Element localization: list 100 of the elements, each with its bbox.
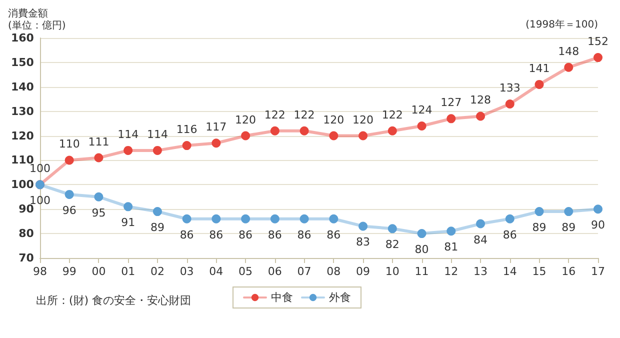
y-tick-label: 160 <box>10 32 34 44</box>
x-tick-label: 16 <box>562 265 576 278</box>
x-tick-label: 15 <box>532 265 546 278</box>
point <box>64 190 74 199</box>
point <box>182 214 192 224</box>
point <box>212 214 221 224</box>
y-tick-label: 150 <box>10 56 34 69</box>
data-label: 84 <box>474 233 488 246</box>
y-tick-label: 140 <box>10 80 34 94</box>
y-tick-label: 80 <box>18 227 34 240</box>
x-tick-label: 06 <box>268 265 282 278</box>
x-tick-label: 13 <box>474 265 488 278</box>
point <box>476 219 486 228</box>
point <box>124 202 133 212</box>
data-label: 128 <box>470 94 492 107</box>
text: (1998年＝100) <box>526 18 598 30</box>
point <box>388 224 397 234</box>
data-label: 141 <box>528 62 550 75</box>
point <box>300 214 309 224</box>
point <box>534 80 544 89</box>
legend-label: 中食 <box>271 291 293 304</box>
point <box>564 207 574 216</box>
data-label: 86 <box>238 228 253 242</box>
data-label: 120 <box>352 113 374 126</box>
data-label: 95 <box>92 206 106 220</box>
x-tick-label: 12 <box>444 265 458 278</box>
point <box>270 126 280 136</box>
x-tick-label: 10 <box>385 265 400 278</box>
point <box>212 138 221 148</box>
x-tick-label: 17 <box>591 265 605 278</box>
data-label: 86 <box>326 228 341 242</box>
x-tick-label: 03 <box>180 265 194 278</box>
point <box>270 214 280 224</box>
x-tick-label: 05 <box>238 265 253 278</box>
point <box>564 62 574 72</box>
point <box>241 214 250 224</box>
x-tick-label: 99 <box>62 265 76 278</box>
y-tick-label: 120 <box>10 129 34 142</box>
x-tick-label: 09 <box>356 265 370 278</box>
point <box>329 214 338 224</box>
point <box>594 53 602 62</box>
data-label: 81 <box>444 240 458 254</box>
point <box>94 153 104 162</box>
data-label: 100 <box>29 162 50 176</box>
data-label: 86 <box>180 228 194 242</box>
data-label: 122 <box>264 108 286 122</box>
y-tick-label: 90 <box>18 202 34 216</box>
point <box>64 156 74 165</box>
data-label: 90 <box>591 218 605 232</box>
data-label: 120 <box>235 113 256 126</box>
x-tick-label: 02 <box>150 265 164 278</box>
point <box>241 131 250 140</box>
point <box>594 204 602 214</box>
x-tick-label: 07 <box>297 265 312 278</box>
data-label: 148 <box>558 44 580 58</box>
point <box>94 192 104 202</box>
data-label: 91 <box>121 216 136 230</box>
point <box>182 141 192 150</box>
y-tick-label: 70 <box>18 252 34 264</box>
data-label: 124 <box>411 104 432 116</box>
data-label: 86 <box>502 228 517 242</box>
data-label: 96 <box>62 204 76 217</box>
data-label: 86 <box>268 228 282 242</box>
data-label: 133 <box>499 82 520 94</box>
point <box>417 229 426 238</box>
point <box>329 131 338 140</box>
data-label: 114 <box>118 128 139 141</box>
data-label: 111 <box>88 135 110 148</box>
x-tick-label: 98 <box>32 265 47 278</box>
x-tick-label: 04 <box>209 265 224 278</box>
y-tick-label: 130 <box>10 104 34 118</box>
data-label: 152 <box>588 35 608 48</box>
point <box>534 207 544 216</box>
point <box>152 207 162 216</box>
data-label: 116 <box>176 123 198 136</box>
data-label: 86 <box>297 228 312 242</box>
point <box>476 112 486 121</box>
point <box>358 131 368 140</box>
data-label: 122 <box>294 108 315 122</box>
point <box>388 126 397 136</box>
data-label: 89 <box>532 221 546 234</box>
legend-label: 外食 <box>329 291 351 304</box>
y-tick-label: 100 <box>10 178 34 192</box>
point <box>358 222 368 231</box>
point <box>124 146 133 155</box>
x-tick-label: 08 <box>326 265 341 278</box>
x-tick-label: 11 <box>414 265 429 278</box>
data-label: 120 <box>323 113 344 126</box>
point <box>417 122 426 130</box>
text: 出所：(財) 食の安全・安心財団 <box>36 294 192 307</box>
data-label: 89 <box>562 221 576 234</box>
point <box>446 114 456 124</box>
point <box>505 214 514 224</box>
point <box>505 100 514 108</box>
data-label: 122 <box>382 108 403 122</box>
data-label: 83 <box>356 236 370 249</box>
point <box>152 146 162 155</box>
data-label: 89 <box>150 221 164 234</box>
point <box>446 226 456 236</box>
point <box>300 126 309 136</box>
